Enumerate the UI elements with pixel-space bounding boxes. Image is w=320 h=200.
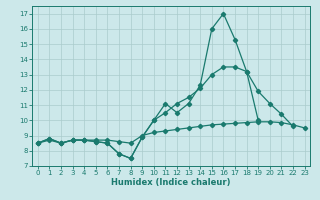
X-axis label: Humidex (Indice chaleur): Humidex (Indice chaleur) — [111, 178, 231, 187]
